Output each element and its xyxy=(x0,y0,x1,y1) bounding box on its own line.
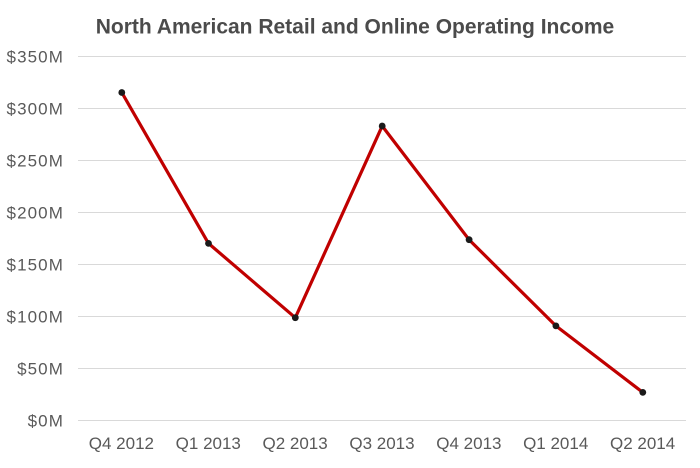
svg-text:Q1 2014: Q1 2014 xyxy=(523,434,588,453)
svg-text:$50M: $50M xyxy=(17,360,64,379)
svg-text:$0M: $0M xyxy=(28,412,64,431)
svg-text:$150M: $150M xyxy=(7,256,64,275)
svg-text:$200M: $200M xyxy=(7,204,64,223)
svg-text:Q1 2013: Q1 2013 xyxy=(176,434,241,453)
svg-text:$250M: $250M xyxy=(7,152,64,171)
svg-text:Q2 2013: Q2 2013 xyxy=(262,434,327,453)
svg-text:$100M: $100M xyxy=(7,308,64,327)
svg-text:$300M: $300M xyxy=(7,100,64,119)
svg-text:Q3 2013: Q3 2013 xyxy=(349,434,414,453)
svg-text:North American Retail and Onli: North American Retail and Online Operati… xyxy=(96,16,614,39)
svg-text:$350M: $350M xyxy=(7,48,64,67)
svg-text:Q2 2014: Q2 2014 xyxy=(610,434,675,453)
svg-text:Q4 2012: Q4 2012 xyxy=(89,434,154,453)
svg-text:Q4 2013: Q4 2013 xyxy=(436,434,501,453)
